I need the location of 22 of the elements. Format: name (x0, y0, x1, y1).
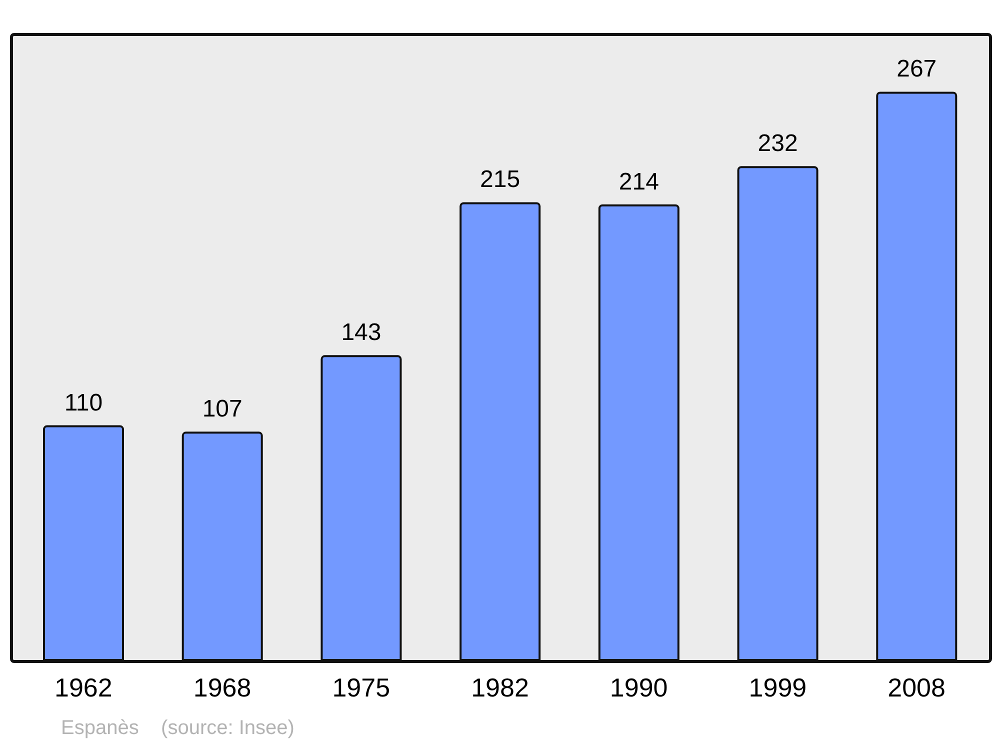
data-label: 107 (202, 396, 242, 423)
bar (876, 92, 958, 661)
x-tick-label: 1990 (610, 672, 668, 702)
data-label: 143 (341, 319, 382, 346)
x-tick-label: 1982 (471, 672, 529, 702)
data-label: 215 (480, 166, 520, 194)
text: Espanès (source: Insee) (61, 717, 294, 740)
bar (737, 166, 818, 661)
x-tick-label: 1975 (332, 672, 390, 702)
x-tick-label: 1968 (193, 672, 252, 702)
bar (182, 432, 263, 661)
data-label: 267 (896, 56, 937, 83)
data-label: 110 (64, 389, 103, 416)
data-label: 214 (618, 168, 659, 196)
x-tick-label: 1962 (54, 672, 112, 702)
bar (320, 355, 402, 661)
x-tick-label: 2008 (888, 672, 946, 702)
bar (460, 202, 541, 661)
bar (598, 204, 680, 661)
bar (43, 425, 124, 661)
x-tick-label: 1999 (748, 672, 807, 702)
data-label: 232 (758, 130, 798, 158)
